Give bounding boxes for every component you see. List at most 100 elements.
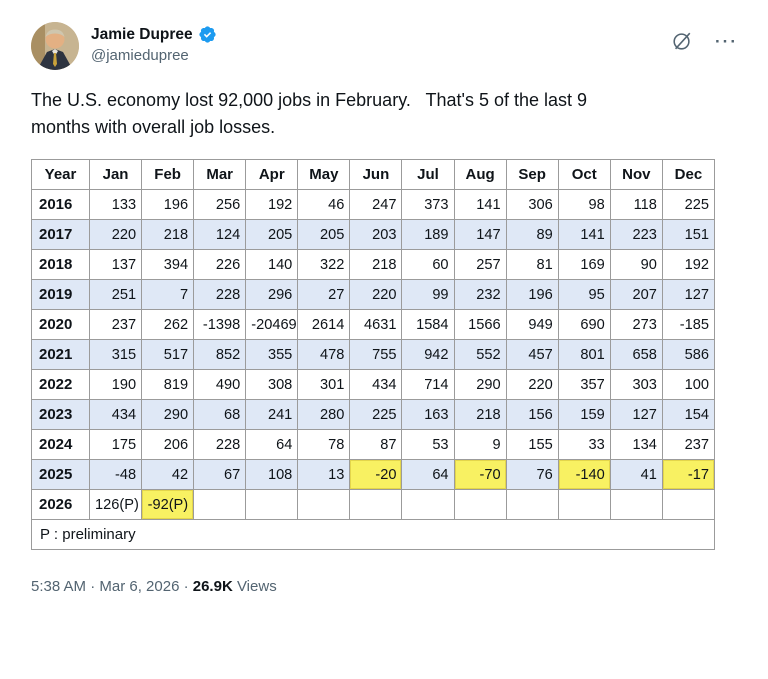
value-cell: 205 (297, 219, 351, 250)
value-cell: 586 (661, 339, 716, 370)
value-cell: 517 (141, 339, 195, 370)
value-cell: 134 (609, 429, 663, 460)
value-cell: 147 (453, 219, 507, 250)
value-cell (297, 489, 351, 520)
table-header-cell: Nov (609, 159, 663, 190)
table-header-cell: Oct (557, 159, 611, 190)
table-header-cell: Apr (245, 159, 299, 190)
value-cell: 232 (453, 279, 507, 310)
value-cell: 225 (349, 399, 403, 430)
jobs-table: Year Jan Feb Mar Apr May Jun Jul Aug Sep Oct Nov Dec… (31, 159, 716, 550)
value-cell: 262 (141, 309, 195, 340)
table-row: 2019 251 7 228 296 27 220 99 232 196 95 207 127 (31, 279, 716, 310)
year-cell: 2020 (31, 309, 90, 340)
value-cell: 90 (609, 249, 663, 280)
value-cell: 218 (141, 219, 195, 250)
value-cell: 60 (401, 249, 455, 280)
value-cell: 949 (505, 309, 559, 340)
table-header-cell: Dec (661, 159, 716, 190)
value-cell: 237 (661, 429, 716, 460)
value-cell: 196 (505, 279, 559, 310)
author-block: Jamie Dupree @jamiedupree (91, 22, 671, 64)
views-count: 26.9K (192, 578, 233, 595)
value-cell: 457 (505, 339, 559, 370)
avatar[interactable] (31, 22, 79, 70)
value-cell: 196 (141, 189, 195, 220)
table-header-cell: Jan (88, 159, 143, 190)
value-cell: 192 (245, 189, 299, 220)
tweet-text-line: The U.S. economy lost 92,000 jobs in Feb… (31, 90, 588, 110)
value-cell: 127 (661, 279, 716, 310)
value-cell (245, 489, 299, 520)
value-cell: 7 (141, 279, 195, 310)
value-cell: 225 (661, 189, 716, 220)
value-cell: 169 (557, 249, 611, 280)
header-actions: ··· (671, 22, 738, 52)
value-cell: 140 (245, 249, 299, 280)
jobs-table-attachment[interactable]: Year Jan Feb Mar Apr May Jun Jul Aug Sep Oct Nov Dec… (31, 159, 738, 550)
value-cell: 33 (557, 429, 611, 460)
verified-badge-icon (198, 25, 217, 44)
value-cell: 124 (193, 219, 247, 250)
tweet-card: Jamie Dupree @jamiedupree ··· The U (31, 22, 738, 595)
author-name[interactable]: Jamie Dupree (91, 25, 193, 43)
tweet-header: Jamie Dupree @jamiedupree ··· (31, 22, 738, 70)
table-header-cell: Mar (193, 159, 247, 190)
table-header-cell: Sep (505, 159, 559, 190)
value-cell: 206 (141, 429, 195, 460)
table-row: 2022 190 819 490 308 301 434 714 290 220 357 303 100 (31, 369, 716, 400)
value-cell: 315 (88, 339, 143, 370)
value-cell: 301 (297, 369, 351, 400)
value-cell: 205 (245, 219, 299, 250)
value-cell: 64 (401, 459, 455, 490)
value-cell: 1566 (453, 309, 507, 340)
value-cell: 108 (245, 459, 299, 490)
value-cell (349, 489, 403, 520)
year-cell: 2025 (31, 459, 90, 490)
value-cell: 156 (505, 399, 559, 430)
value-cell: 53 (401, 429, 455, 460)
table-footnote-row: P : preliminary (31, 519, 715, 550)
value-cell: 801 (557, 339, 611, 370)
value-cell: 373 (401, 189, 455, 220)
value-cell: 223 (609, 219, 663, 250)
year-cell: 2021 (31, 339, 90, 370)
value-cell: 819 (141, 369, 195, 400)
table-header-cell: Year (31, 159, 90, 190)
value-cell (193, 489, 247, 520)
value-cell: 290 (141, 399, 195, 430)
value-cell (401, 489, 455, 520)
value-cell (505, 489, 559, 520)
value-cell: -20469 (245, 309, 299, 340)
value-cell: 95 (557, 279, 611, 310)
value-cell: 1584 (401, 309, 455, 340)
value-cell: -48 (88, 459, 143, 490)
value-cell: 141 (557, 219, 611, 250)
value-cell: 942 (401, 339, 455, 370)
value-cell: 434 (349, 369, 403, 400)
value-cell: 220 (88, 219, 143, 250)
value-cell: 68 (193, 399, 247, 430)
value-cell: -185 (661, 309, 716, 340)
value-cell: 76 (505, 459, 559, 490)
value-cell: 154 (661, 399, 716, 430)
value-cell: 190 (88, 369, 143, 400)
grok-icon[interactable] (671, 30, 693, 52)
timestamp[interactable]: 5:38 AM · Mar 6, 2026 · (31, 578, 189, 595)
value-cell: 163 (401, 399, 455, 430)
value-cell: 99 (401, 279, 455, 310)
table-header-cell: Aug (453, 159, 507, 190)
value-cell: 280 (297, 399, 351, 430)
value-cell: 322 (297, 249, 351, 280)
value-cell (557, 489, 611, 520)
value-cell: 434 (88, 399, 143, 430)
table-header-cell: May (297, 159, 351, 190)
value-cell: 141 (453, 189, 507, 220)
table-row: 2021 315 517 852 355 478 755 942 552 457 801 658 586 (31, 339, 716, 370)
more-button[interactable]: ··· (715, 31, 738, 51)
value-cell: 175 (88, 429, 143, 460)
author-handle[interactable]: @jamiedupree (91, 47, 189, 64)
value-cell: 189 (401, 219, 455, 250)
value-cell: 308 (245, 369, 299, 400)
value-cell: 241 (245, 399, 299, 430)
